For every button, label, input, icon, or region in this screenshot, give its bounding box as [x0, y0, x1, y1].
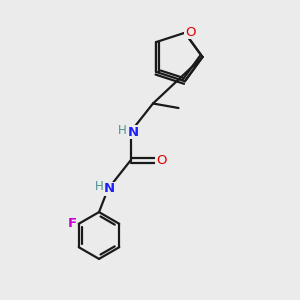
Text: H: H [118, 124, 127, 137]
Text: F: F [68, 217, 77, 230]
Text: N: N [104, 182, 115, 196]
Text: O: O [185, 26, 196, 39]
Text: H: H [94, 180, 103, 193]
Text: O: O [156, 154, 167, 167]
Text: N: N [127, 125, 139, 139]
